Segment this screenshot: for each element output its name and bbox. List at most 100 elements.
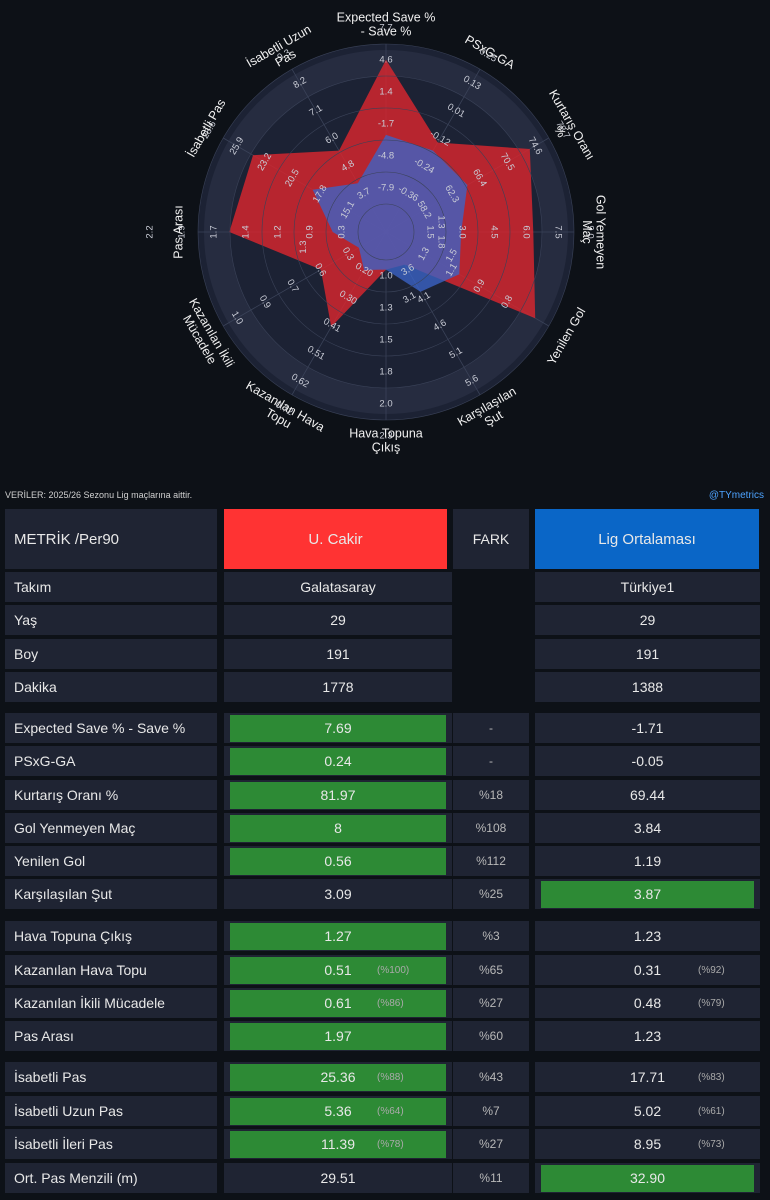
radar-tick-label: 1.7 [209, 225, 220, 238]
league-cell-value: 32.90 [629, 1170, 666, 1186]
league-cell: 191 [535, 639, 760, 669]
radar-tick-label: 4.6 [379, 55, 392, 66]
table-row: Kurtarış Oranı % 81.97 %18 69.44 [5, 780, 760, 810]
metric-cell-value: Takım [14, 579, 52, 595]
source-note: VERİLER: 2025/26 Sezonu Lig maçlarına ai… [5, 490, 193, 500]
metric-cell: Kazanılan Hava Topu [5, 955, 217, 985]
league-cell-percentile: (%92) [698, 964, 725, 976]
radar-tick-label: 6.0 [520, 225, 531, 238]
radar-tick-label: -7.9 [378, 183, 394, 194]
diff-cell-value: %108 [475, 821, 507, 835]
table-row: İsabetli Pas 25.36 (%88) %43 17.71 (%83) [5, 1062, 760, 1092]
league-cell: 0.48 (%79) [535, 988, 760, 1018]
metric-cell-value: İsabetli İleri Pas [14, 1136, 113, 1152]
league-cell-percentile: (%73) [698, 1138, 725, 1150]
metric-cell: Takım [5, 572, 217, 602]
radar-tick-label: 7.7 [379, 23, 392, 34]
player-cell-value: 0.51 [324, 962, 352, 978]
metric-cell: Hava Topuna Çıkış [5, 921, 217, 951]
highlight-fill [230, 923, 446, 950]
diff-cell [453, 672, 529, 702]
league-cell-value: 3.84 [633, 820, 662, 836]
league-cell: 1.19 [535, 846, 760, 876]
player-cell-value: 81.97 [320, 787, 356, 803]
twitter-handle[interactable]: @TYmetrics [708, 490, 764, 501]
table-row: Ort. Pas Menzili (m) 29.51 %11 32.90 [5, 1163, 760, 1193]
player-cell: 0.24 [224, 746, 452, 776]
radar-tick-label: 4.5 [488, 225, 499, 238]
league-cell: 29 [535, 605, 760, 635]
radar-tick-label: 7.5 [552, 225, 563, 238]
metric-cell: İsabetli İleri Pas [5, 1129, 217, 1159]
player-cell: 191 [224, 639, 452, 669]
league-cell: 3.84 [535, 813, 760, 843]
league-cell-percentile: (%79) [698, 997, 725, 1009]
metric-cell-value: Pas Arası [14, 1028, 74, 1044]
radar-tick-label: 2.0 [379, 399, 392, 410]
radar-chart: -7.9-4.8-1.71.44.67.7-0.36-0.24-0.120.01… [145, 11, 608, 455]
radar-tick-label: 1.3 [298, 240, 309, 253]
metric-cell: Kurtarış Oranı % [5, 780, 217, 810]
diff-cell: %60 [453, 1021, 529, 1051]
radar-tick-label: 1.5 [379, 335, 392, 346]
player-cell-value: Galatasaray [300, 579, 376, 595]
highlight-fill [230, 815, 446, 842]
metric-cell: Karşılaşılan Şut [5, 879, 217, 909]
diff-cell-value: %43 [478, 1070, 504, 1084]
league-cell-value: Türkiye1 [620, 579, 675, 595]
player-cell: 1.27 [224, 921, 452, 951]
league-cell-value: 1.23 [633, 1028, 662, 1044]
metric-cell-value: Kazanılan Hava Topu [14, 962, 147, 978]
diff-cell: %43 [453, 1062, 529, 1092]
header-league: Lig Ortalaması [535, 509, 759, 569]
metric-cell: Pas Arası [5, 1021, 217, 1051]
highlight-fill [230, 848, 446, 875]
metric-cell-value: Dakika [14, 679, 57, 695]
diff-cell: %108 [453, 813, 529, 843]
metric-cell-value: Kurtarış Oranı % [14, 787, 119, 803]
metric-cell-value: PSxG-GA [14, 753, 76, 769]
metric-cell-value: Expected Save % - Save % [14, 720, 186, 736]
radar-grid-ring [357, 203, 415, 261]
league-cell-value: -0.05 [631, 753, 664, 769]
player-cell: 0.61 (%86) [224, 988, 452, 1018]
player-cell: 29.51 [224, 1163, 452, 1193]
table-row: Takım Galatasaray Türkiye1 [5, 572, 760, 602]
diff-cell [453, 572, 529, 602]
highlight-fill [541, 881, 754, 908]
radar-tick-label: -4.8 [378, 151, 394, 162]
league-cell: 69.44 [535, 780, 760, 810]
radar-tick-label: 1.0 [379, 271, 392, 282]
diff-cell-value: %60 [478, 1029, 504, 1043]
table-row: Boy 191 191 [5, 639, 760, 669]
diff-cell-value: %7 [482, 1104, 500, 1118]
player-cell-percentile: (%86) [377, 997, 404, 1009]
player-cell-percentile: (%100) [377, 964, 410, 976]
radar-tick-label: 1.8 [379, 367, 392, 378]
radar-series-league [312, 134, 468, 292]
league-cell-value: 8.95 [633, 1136, 662, 1152]
league-cell-percentile: (%83) [698, 1071, 725, 1083]
league-cell: 3.87 [535, 879, 760, 909]
table-row: Hava Topuna Çıkış 1.27 %3 1.23 [5, 921, 760, 951]
highlight-fill [230, 715, 446, 742]
player-cell: 7.69 [224, 713, 452, 743]
player-cell-value: 29.51 [320, 1170, 356, 1186]
radar-tick-label: 1.5 [424, 225, 435, 238]
radar-tick-label: 0.9 [305, 225, 316, 238]
league-cell-value: 191 [635, 646, 660, 662]
metric-cell-value: İsabetli Uzun Pas [14, 1103, 123, 1119]
header-metric: METRİK /Per90 [5, 509, 217, 569]
diff-cell: %3 [453, 921, 529, 951]
player-cell-percentile: (%88) [377, 1071, 404, 1083]
player-cell-value: 0.24 [324, 753, 352, 769]
league-cell-value: 1.19 [633, 853, 662, 869]
radar-grid-ring [293, 139, 479, 325]
league-cell-percentile: (%61) [698, 1105, 725, 1117]
league-cell: 1.23 [535, 1021, 760, 1051]
table-row: Karşılaşılan Şut 3.09 %25 3.87 [5, 879, 760, 909]
metric-cell-value: Kazanılan İkili Mücadele [14, 995, 165, 1011]
diff-cell-value: %65 [478, 963, 504, 977]
metric-cell: Dakika [5, 672, 217, 702]
league-cell-value: 1.23 [633, 928, 662, 944]
